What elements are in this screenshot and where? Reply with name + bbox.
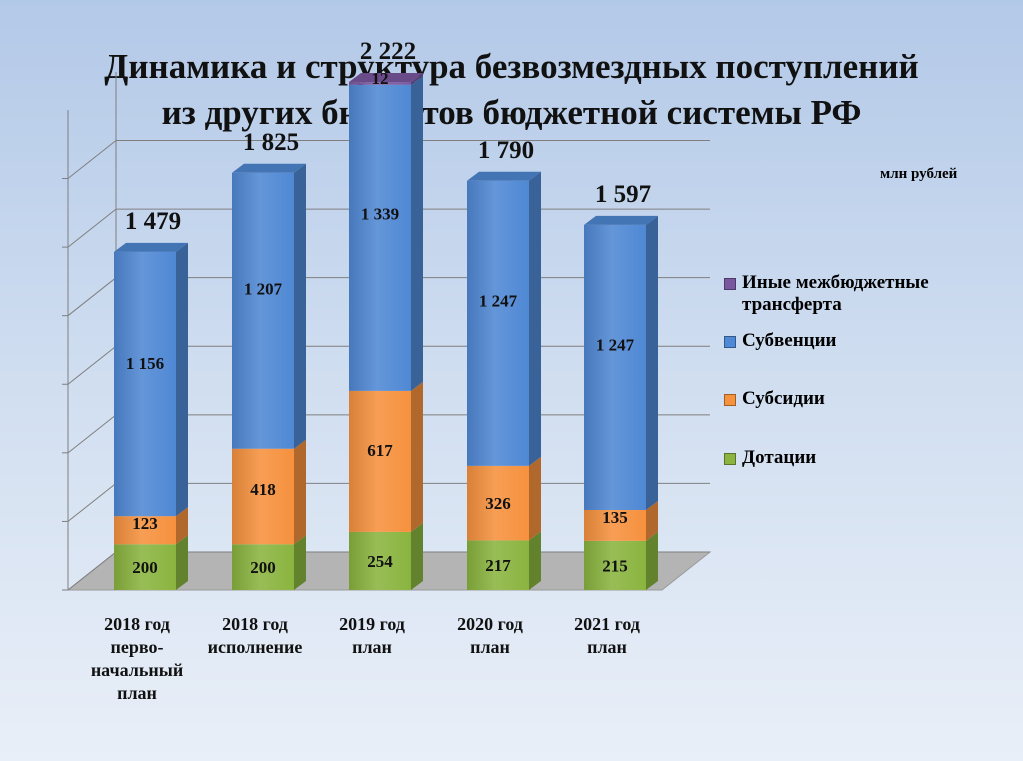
bar-inye-front [349,82,411,85]
gridline-wall [67,140,117,179]
bar-subvencii-side [529,171,541,466]
chart-title: Динамика и структура безвозмездных посту… [0,44,1023,136]
bar-subvencii-front [349,84,411,391]
legend-label: Субвенции [742,330,837,351]
gridline-wall [67,345,117,385]
category-label: план [470,637,510,657]
bar-dotacii-front [584,540,646,590]
bar-subvencii-front [467,180,529,466]
bar-subvencii-top [232,163,306,173]
bar-subvencii-front [232,172,294,449]
legend-swatch [724,453,736,465]
bar-subvencii-top [584,215,658,225]
bar-subvencii-top [114,242,188,252]
data-label-dotacii: 215 [602,556,628,575]
category-label: 2018 год [104,614,170,634]
data-label-dotacii: 254 [367,552,393,571]
data-label-subvencii: 1 156 [126,354,164,373]
category-label: исполнение [208,637,303,657]
chart-title-line-1: Динамика и структура безвозмездных посту… [104,47,919,86]
total-label: 1 597 [595,181,651,208]
bar-dotacii-side [411,522,423,590]
data-label-subsidii: 418 [250,480,276,499]
bar-subvencii-side [646,215,658,510]
bar-subsidii-side [176,507,188,545]
bar-dotacii-side [646,531,658,590]
bar-subvencii-side [294,163,306,449]
data-label-inye: 12 [372,69,389,88]
total-label: 2 222 [360,38,416,65]
bar-subsidii-front [467,465,529,541]
data-label-subvencii: 1 339 [361,204,399,223]
bar-subsidii-front [232,448,294,545]
category-label: начальный [91,660,183,680]
bar-subsidii-side [294,439,306,545]
category-label: 2020 год [457,614,523,634]
bar-subvencii-top [467,171,541,181]
category-label: 2018 год [222,614,288,634]
bar-dotacii-side [529,531,541,590]
bar-subsidii-front [114,516,176,545]
bar-subvencii-side [176,242,188,517]
bar-dotacii-front [232,544,294,590]
bar-subsidii-side [646,500,658,541]
bar-subvencii-front [114,251,176,517]
bar-dotacii-front [114,544,176,590]
total-label: 1 790 [478,137,534,164]
bar-subsidii-side [529,456,541,541]
data-label-dotacii: 217 [485,556,511,575]
bar-dotacii-side [176,535,188,590]
category-label: план [352,637,392,657]
bar-subsidii-side [411,381,423,532]
data-label-dotacii: 200 [250,558,276,577]
data-label-subvencii: 1 247 [479,292,518,311]
data-label-subsidii: 617 [367,441,393,460]
gridline-wall [67,414,117,454]
total-label: 1 825 [243,129,299,156]
data-label-subsidii: 135 [602,508,628,527]
bar-dotacii-front [467,540,529,590]
legend-swatch [724,278,736,290]
gridline-wall [67,277,117,317]
gridline-wall [67,208,117,248]
bar-inye-side [411,73,423,85]
category-label: перво- [111,637,164,657]
category-label: план [587,637,627,657]
data-label-subvencii: 1 207 [244,280,283,299]
chart-title-line-2: из других бюджетов бюджетной системы РФ [161,93,862,132]
legend-label: Субсидии [742,388,825,409]
legend-label: Иные межбюджетные трансферта [742,272,929,315]
category-label: 2019 год [339,614,405,634]
gridline-wall [67,483,117,522]
unit-label: млн рублей [880,166,958,182]
data-label-subsidii: 326 [485,494,511,513]
bar-subsidii-front [584,509,646,541]
bar-subvencii-front [584,224,646,510]
data-label-dotacii: 200 [132,558,158,577]
bar-subvencii-side [411,75,423,391]
bar-subsidii-front [349,390,411,532]
bar-inye-top [349,73,423,83]
legend-label: Дотации [742,447,817,468]
data-label-subsidii: 123 [132,514,158,533]
total-label: 1 479 [125,208,181,235]
bar-dotacii-side [294,535,306,590]
category-label: 2021 год [574,614,640,634]
legend-swatch [724,394,736,406]
bar-dotacii-front [349,531,411,590]
legend-swatch [724,336,736,348]
data-label-subvencii: 1 247 [596,336,635,355]
category-label: план [117,683,157,703]
gridline-wall [67,551,117,591]
